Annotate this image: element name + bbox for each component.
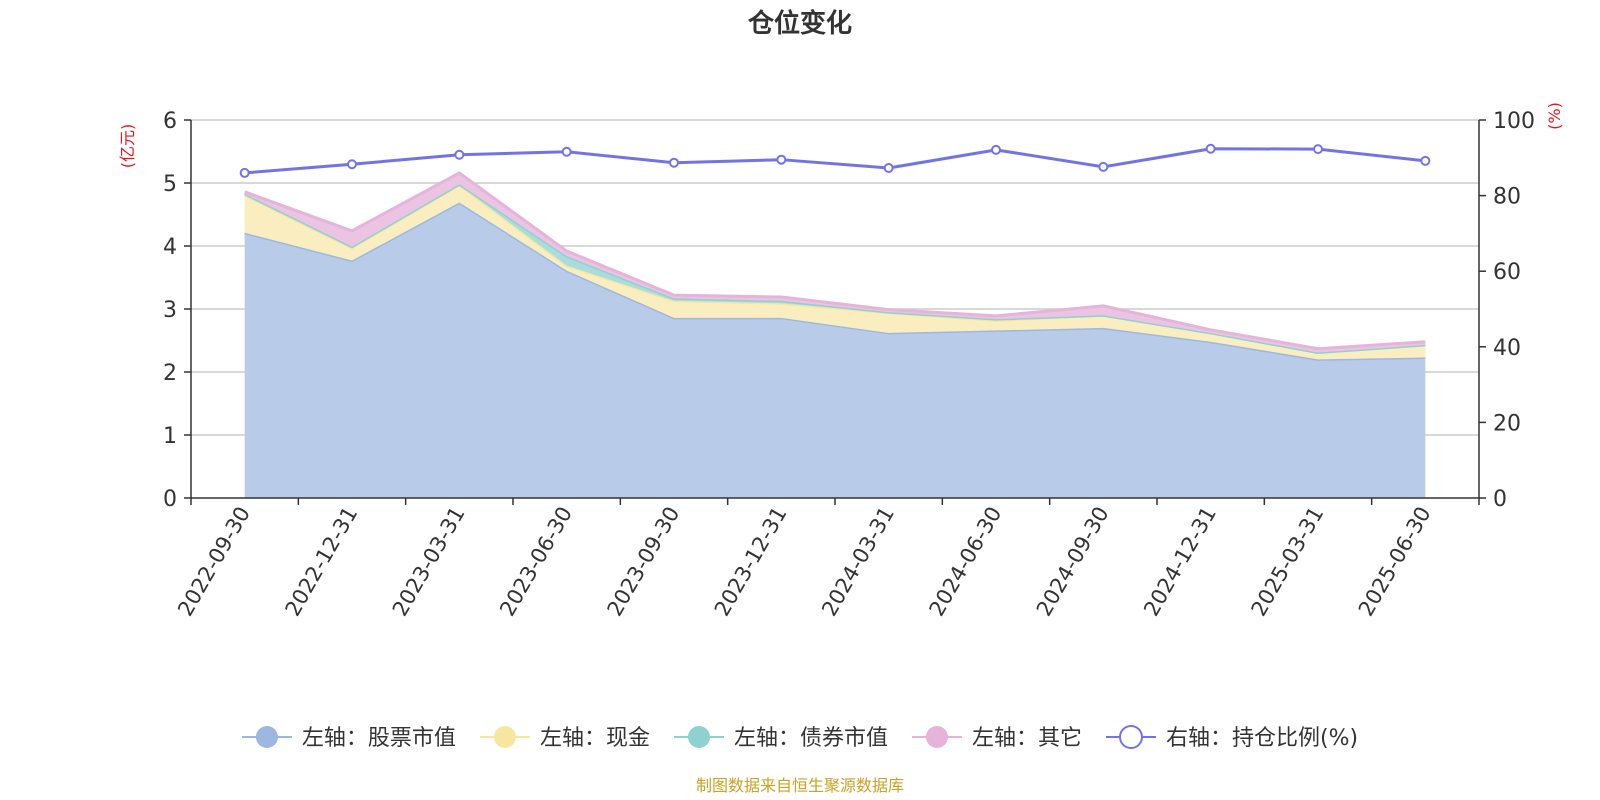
legend-dot-symbol	[1118, 725, 1143, 749]
left-axis-tick-label: 5	[163, 172, 177, 197]
left-axis-tick-label: 6	[163, 109, 177, 134]
legend-dot-symbol	[925, 726, 948, 748]
legend-label: 左轴：债券市值	[734, 726, 888, 751]
area-series-edge-4	[244, 171, 1426, 351]
holding-ratio-point	[1313, 144, 1323, 155]
chart-title: 仓位变化	[747, 8, 852, 39]
right-axis-tick-label: 20	[1493, 411, 1521, 436]
right-axis-tick-label: 40	[1493, 336, 1521, 361]
legend-item[interactable]: 右轴：持仓比例(%)	[1105, 725, 1358, 751]
holding-ratio-point	[347, 159, 357, 170]
x-axis-tick-label: 2025-03-31	[1247, 503, 1329, 621]
x-axis-tick-label: 2022-12-31	[281, 503, 363, 621]
left-axis-tick-label: 3	[163, 298, 177, 323]
holding-ratio-point	[1205, 143, 1216, 154]
holding-ratio-point	[991, 144, 1001, 155]
legend-item[interactable]: 左轴：现金	[479, 726, 650, 751]
x-axis-tick-label: 2023-06-30	[495, 503, 577, 621]
holding-ratio-line	[239, 143, 1431, 178]
holding-ratio-point	[1098, 161, 1109, 172]
holding-ratio-point	[239, 167, 250, 178]
legend[interactable]: 左轴：股票市值 左轴：现金 左轴：债券市值 左轴：其它 右轴：持仓比例(%)	[241, 725, 1358, 751]
x-axis-tick-label: 2023-12-31	[710, 503, 792, 621]
legend-label: 左轴：其它	[972, 726, 1082, 751]
right-axis-tick-label: 0	[1493, 487, 1507, 512]
data-source-note: 制图数据来自恒生聚源数据库	[696, 776, 904, 795]
x-axis-tick-label: 2024-09-30	[1032, 503, 1114, 621]
holding-ratio-point	[883, 163, 894, 174]
x-axis-tick-label: 2024-03-31	[817, 503, 899, 621]
right-axis-tick-label: 100	[1493, 109, 1535, 134]
x-axis-tick-label: 2024-12-31	[1139, 503, 1221, 621]
x-axis-tick-label: 2023-09-30	[603, 503, 685, 621]
right-axis-tick-label: 80	[1493, 185, 1521, 210]
legend-item[interactable]: 左轴：股票市值	[241, 726, 456, 751]
legend-label: 左轴：股票市值	[302, 726, 456, 751]
x-axis-tick-label: 2024-06-30	[925, 503, 1007, 621]
legend-dot-symbol	[255, 726, 278, 748]
area-series-2	[244, 184, 1426, 360]
right-axis-tick-label: 60	[1493, 260, 1521, 285]
left-axis-tick-label: 2	[163, 361, 177, 386]
holding-ratio-point	[454, 149, 465, 160]
legend-item[interactable]: 左轴：债券市值	[673, 726, 888, 751]
right-axis-unit: (%)	[1545, 102, 1564, 130]
legend-item[interactable]: 左轴：其它	[911, 726, 1082, 751]
holding-ratio-point	[561, 146, 572, 157]
legend-dot-symbol	[493, 726, 516, 748]
left-axis-unit: (亿元)	[118, 124, 137, 169]
area-series-1	[244, 202, 1426, 498]
x-axis-tick-label: 2022-09-30	[173, 503, 255, 621]
legend-label: 右轴：持仓比例(%)	[1166, 726, 1358, 751]
left-axis-tick-label: 1	[163, 424, 177, 449]
legend-dot-symbol	[687, 726, 710, 748]
holding-ratio-path	[244, 147, 1426, 175]
x-axis-tick-label: 2023-03-31	[388, 503, 470, 621]
left-axis-tick-label: 0	[163, 487, 177, 512]
stacked-areas	[244, 171, 1426, 498]
left-axis-tick-label: 4	[163, 235, 177, 260]
x-axis-tick-label: 2025-06-30	[1354, 503, 1436, 621]
holding-ratio-point	[669, 157, 679, 168]
holding-ratio-point	[1420, 155, 1431, 166]
legend-label: 左轴：现金	[540, 726, 650, 751]
holding-ratio-point	[776, 154, 787, 165]
